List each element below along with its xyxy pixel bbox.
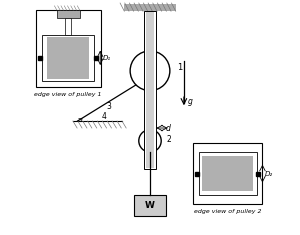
Bar: [35, 10, 101, 87]
Bar: [47, 37, 89, 79]
Bar: [42, 35, 94, 81]
Text: edge view of pulley 2: edge view of pulley 2: [194, 209, 261, 214]
Text: 4: 4: [102, 112, 107, 121]
Bar: [65, 18, 71, 35]
Bar: [124, 4, 176, 11]
Text: 1: 1: [177, 63, 182, 72]
Bar: [146, 12, 154, 168]
Circle shape: [147, 68, 153, 74]
Text: edge view of pulley 1: edge view of pulley 1: [34, 92, 102, 97]
Text: D₁: D₁: [103, 55, 111, 61]
Text: 2: 2: [167, 135, 171, 144]
Bar: [193, 143, 262, 204]
Bar: [199, 152, 256, 195]
Bar: [144, 11, 156, 169]
Circle shape: [147, 138, 153, 144]
Bar: [57, 10, 80, 18]
Text: g: g: [188, 97, 192, 106]
Text: 3: 3: [107, 102, 112, 111]
Text: W: W: [145, 201, 155, 210]
Text: D₂: D₂: [265, 171, 273, 176]
Bar: [202, 156, 253, 192]
Bar: [134, 195, 166, 216]
Text: d: d: [165, 124, 170, 133]
